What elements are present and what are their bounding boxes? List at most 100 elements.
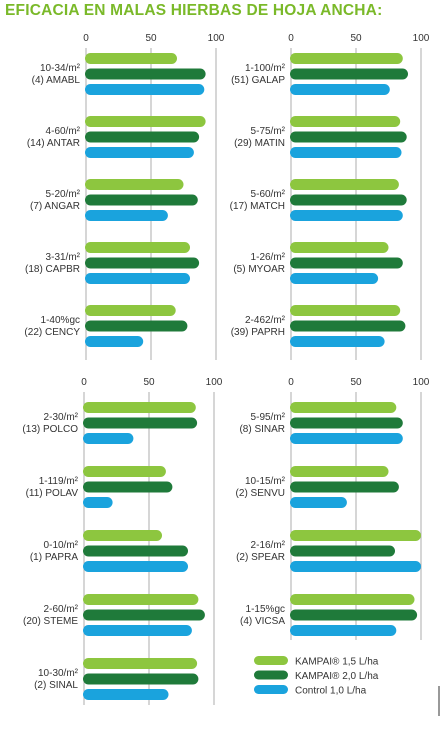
bar-2: [290, 481, 399, 493]
category-label-line: 2-30/m²: [44, 412, 79, 423]
category-label-line: 5-95/m²: [251, 412, 286, 423]
bar-2: [290, 545, 395, 557]
category-label: 1-100/m² (51) GALAP: [231, 63, 286, 86]
bar-3: [290, 336, 385, 347]
legend-label: KAMPAI® 2,0 L/ha: [295, 671, 379, 682]
tick-label: 0: [83, 33, 89, 44]
bar-2: [290, 68, 408, 80]
category-label: 5-20/m² (7) ANGAR: [30, 189, 81, 212]
category-label-line: (13) POLCO: [22, 424, 78, 435]
bar-1: [290, 530, 421, 541]
bar-2: [85, 131, 200, 143]
bar-3: [83, 433, 134, 444]
bar-2: [83, 673, 199, 685]
tick-label: 0: [288, 33, 294, 44]
category-label-line: 5-20/m²: [46, 189, 81, 200]
legend-label: KAMPAI® 1,5 L/ha: [295, 657, 379, 668]
category-label: 2-60/m² (20) STEME: [23, 604, 79, 627]
tick-label: 50: [145, 33, 157, 44]
category-label-line: (8) SINAR: [239, 424, 285, 435]
bar-1: [85, 242, 190, 253]
bar-2: [290, 609, 418, 621]
bar-1: [83, 658, 198, 669]
category-label-line: 2-60/m²: [44, 604, 79, 615]
tick-label: 100: [413, 33, 430, 44]
bar-3: [290, 433, 403, 444]
category-label: 1-119/m² (11) POLAV: [26, 476, 79, 499]
bar-2: [83, 417, 198, 429]
bar-1: [85, 116, 206, 127]
category-label: 5-75/m² (29) MATIN: [234, 126, 286, 149]
bar-3: [290, 561, 421, 572]
bar-1: [85, 53, 177, 64]
tick-label: 100: [413, 377, 430, 388]
category-label-line: (29) MATIN: [234, 138, 285, 149]
bar-2: [85, 68, 206, 80]
category-label-line: (18) CAPBR: [25, 264, 80, 275]
category-label-line: (1) PAPRA: [30, 552, 78, 563]
bar-3: [85, 273, 190, 284]
category-label: 1-26/m² (5) MYOAR: [233, 252, 285, 275]
category-label: 5-95/m² (8) SINAR: [239, 412, 285, 435]
category-label-line: 3-31/m²: [46, 252, 81, 263]
bar-2: [85, 320, 188, 332]
bar-2: [85, 194, 198, 206]
category-label-line: (39) PAPRH: [231, 327, 285, 338]
category-label-line: 4-60/m²: [46, 126, 81, 137]
category-label: 1-40%gc (22) CENCY: [24, 315, 80, 338]
tick-label: 50: [143, 377, 155, 388]
legend-swatch: [254, 656, 288, 665]
bar-3: [290, 625, 397, 636]
category-label: 2-462/m² (39) PAPRH: [231, 315, 286, 338]
bar-1: [290, 179, 399, 190]
bar-1: [290, 116, 401, 127]
bar-1: [290, 242, 389, 253]
category-label-line: (51) GALAP: [231, 75, 285, 86]
bar-1: [83, 594, 199, 605]
bar-1: [85, 179, 184, 190]
category-label: 10-15/m² (2) SENVU: [236, 476, 286, 499]
category-label-line: 1-15%gc: [246, 604, 285, 615]
bar-3: [83, 497, 113, 508]
category-label-line: (11) POLAV: [26, 488, 79, 499]
tick-label: 50: [350, 33, 362, 44]
bar-2: [290, 131, 407, 143]
category-label-line: 1-40%gc: [41, 315, 80, 326]
legend-swatch: [254, 670, 288, 680]
bar-3: [290, 273, 379, 284]
bar-1: [290, 466, 389, 477]
bar-2: [290, 417, 403, 429]
legend-swatch: [254, 685, 288, 694]
category-label-line: 10-30/m²: [38, 668, 79, 679]
bar-3: [290, 147, 402, 158]
bar-2: [83, 481, 173, 493]
chart-panel-3: 0 50 100 2-30/m² (13) POLCO 1-119/m² (11) POLA…: [22, 377, 223, 705]
category-label: 10-34/m² (4) AMABL: [32, 63, 81, 86]
bar-3: [83, 561, 188, 572]
bar-1: [85, 305, 176, 316]
category-label-line: (22) CENCY: [24, 327, 80, 338]
category-label: 1-15%gc (4) VICSA: [240, 604, 285, 627]
tick-label: 0: [81, 377, 87, 388]
tick-label: 100: [206, 377, 223, 388]
chart-panel-1: 0 50 100 10-34/m² (4) AMABL 4-60/m² (14) ANTAR…: [24, 33, 225, 360]
tick-label: 50: [350, 377, 362, 388]
bar-1: [83, 530, 162, 541]
chart-title: EFICACIA EN MALAS HIERBAS DE HOJA ANCHA:: [5, 2, 383, 19]
bar-3: [83, 625, 192, 636]
category-label-line: 1-100/m²: [245, 63, 286, 74]
chart-panel-4: 0 50 100 5-95/m² (8) SINAR 10-15/m² (2) SENVU 2…: [236, 377, 430, 640]
bar-1: [83, 402, 196, 413]
chart-legend: KAMPAI® 1,5 L/ha KAMPAI® 2,0 L/ha Control …: [254, 656, 440, 716]
bar-2: [290, 194, 407, 206]
category-label-line: 2-16/m²: [251, 540, 286, 551]
category-label-line: (5) MYOAR: [233, 264, 285, 275]
category-label-line: (4) AMABL: [32, 75, 81, 86]
bar-3: [290, 497, 347, 508]
bar-1: [83, 466, 166, 477]
chart-panels: 0 50 100 10-34/m² (4) AMABL 4-60/m² (14) ANTAR…: [22, 33, 430, 705]
bar-1: [290, 53, 403, 64]
category-label-line: 1-119/m²: [39, 476, 79, 487]
category-label-line: 10-15/m²: [245, 476, 286, 487]
